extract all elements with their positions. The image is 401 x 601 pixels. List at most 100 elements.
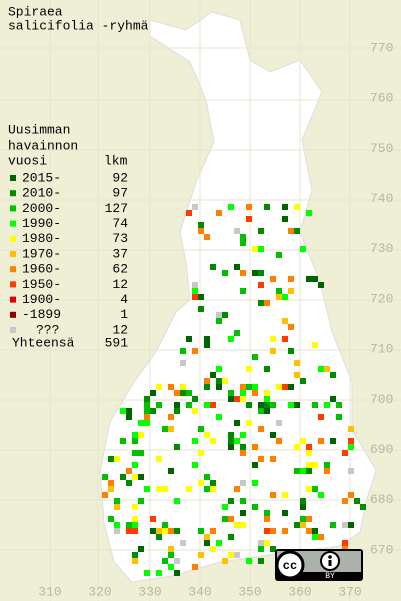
observation-square: [204, 336, 210, 342]
observation-square: [174, 558, 180, 564]
observation-square: [282, 384, 288, 390]
observation-square: [168, 528, 174, 534]
observation-square: [264, 510, 270, 516]
observation-square: [204, 432, 210, 438]
observation-square: [348, 438, 354, 444]
observation-square: [318, 366, 324, 372]
observation-square: [318, 414, 324, 420]
observation-square: [288, 402, 294, 408]
observation-square: [348, 468, 354, 474]
observation-square: [258, 270, 264, 276]
observation-square: [156, 402, 162, 408]
observation-square: [216, 414, 222, 420]
observation-square: [258, 300, 264, 306]
observation-square: [132, 528, 138, 534]
legend-heading: vuosi: [8, 153, 47, 168]
observation-square: [198, 294, 204, 300]
legend-count: 92: [112, 170, 128, 185]
observation-square: [276, 252, 282, 258]
x-grid-label: 340: [188, 584, 211, 599]
observation-square: [270, 432, 276, 438]
observation-square: [318, 438, 324, 444]
observation-square: [288, 288, 294, 294]
observation-square: [132, 558, 138, 564]
observation-square: [132, 552, 138, 558]
observation-square: [180, 540, 186, 546]
observation-square: [156, 456, 162, 462]
observation-square: [204, 540, 210, 546]
legend-count: 62: [112, 262, 128, 277]
observation-square: [138, 474, 144, 480]
observation-square: [216, 318, 222, 324]
observation-square: [168, 426, 174, 432]
observation-square: [144, 420, 150, 426]
observation-square: [114, 528, 120, 534]
observation-square: [300, 438, 306, 444]
observation-square: [240, 522, 246, 528]
observation-square: [168, 414, 174, 420]
observation-square: [228, 390, 234, 396]
observation-square: [276, 420, 282, 426]
by-text: BY: [325, 572, 335, 581]
observation-square: [234, 522, 240, 528]
observation-square: [246, 204, 252, 210]
observation-square: [306, 528, 312, 534]
legend-count: 4: [120, 292, 128, 307]
observation-square: [276, 288, 282, 294]
observation-square: [126, 480, 132, 486]
legend-label: 1960-: [22, 262, 61, 277]
observation-square: [324, 462, 330, 468]
observation-square: [216, 210, 222, 216]
observation-square: [318, 492, 324, 498]
observation-square: [156, 570, 162, 576]
observation-square: [204, 384, 210, 390]
observation-square: [114, 504, 120, 510]
observation-square: [282, 528, 288, 534]
observation-square: [216, 384, 222, 390]
observation-square: [120, 408, 126, 414]
observation-square: [270, 456, 276, 462]
observation-square: [180, 390, 186, 396]
observation-square: [198, 222, 204, 228]
observation-square: [210, 486, 216, 492]
observation-square: [264, 204, 270, 210]
observation-square: [258, 426, 264, 432]
observation-square: [192, 204, 198, 210]
observation-square: [228, 336, 234, 342]
legend-label: ???: [36, 322, 59, 337]
legend-swatch: [10, 281, 16, 288]
observation-square: [246, 366, 252, 372]
y-grid-label: 760: [370, 91, 393, 106]
observation-square: [198, 306, 204, 312]
observation-square: [228, 444, 234, 450]
observation-square: [264, 408, 270, 414]
observation-square: [204, 474, 210, 480]
observation-square: [354, 498, 360, 504]
observation-square: [348, 522, 354, 528]
legend-count-heading: lkm: [104, 153, 128, 168]
legend-swatch: [10, 235, 16, 242]
observation-square: [108, 516, 114, 522]
observation-square: [258, 246, 264, 252]
observation-square: [150, 390, 156, 396]
observation-square: [264, 516, 270, 522]
observation-square: [294, 360, 300, 366]
observation-square: [192, 408, 198, 414]
legend-label: 2010-: [22, 186, 61, 201]
y-grid-label: 670: [370, 542, 393, 557]
observation-square: [282, 204, 288, 210]
legend-swatch: [10, 327, 16, 333]
observation-square: [180, 348, 186, 354]
observation-square: [258, 408, 264, 414]
observation-square: [246, 402, 252, 408]
observation-square: [120, 474, 126, 480]
total-label: Yhteensä: [12, 335, 75, 350]
observation-square: [288, 276, 294, 282]
observation-square: [132, 516, 138, 522]
legend-count: 127: [105, 201, 128, 216]
x-grid-label: 350: [238, 584, 261, 599]
observation-square: [294, 228, 300, 234]
legend-heading: Uusimman: [8, 122, 70, 137]
legend-swatch: [10, 175, 16, 181]
observation-square: [300, 246, 306, 252]
